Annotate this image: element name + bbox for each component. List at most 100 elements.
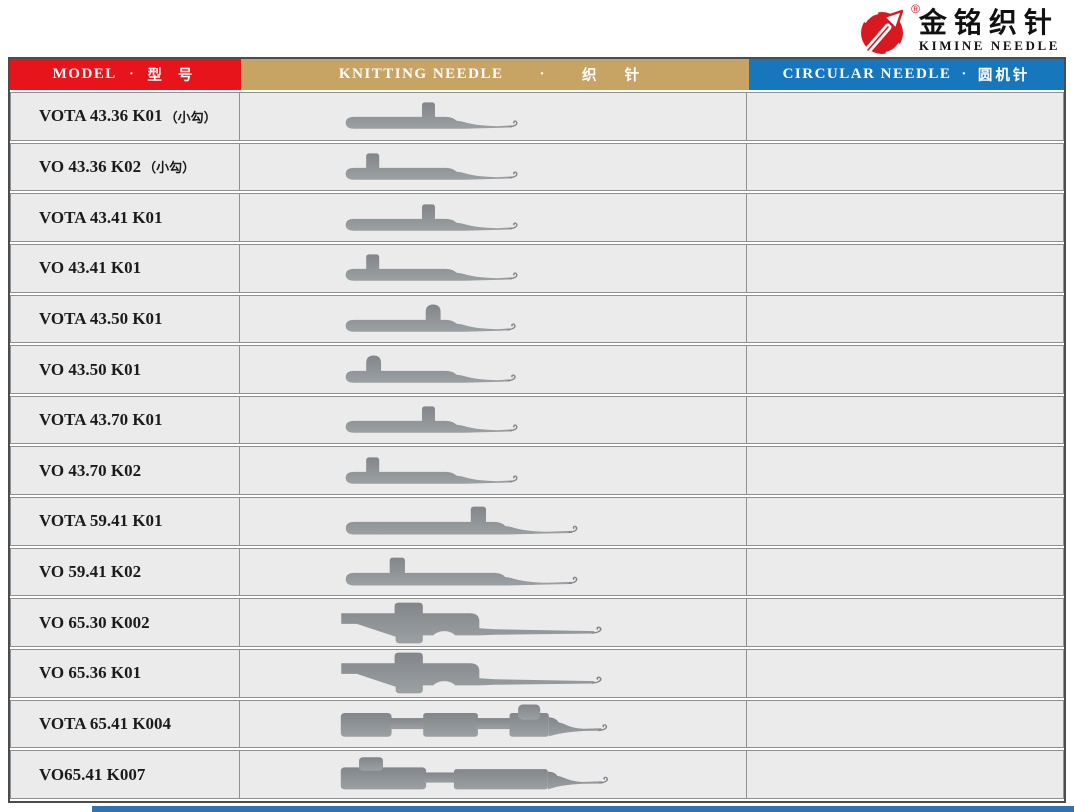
header-model-dot: · — [128, 66, 136, 82]
model-name: VOTA 65.41 K004 — [39, 714, 172, 733]
model-cell: VOTA 59.41 K01 — [11, 498, 240, 545]
table-row: VO 43.70 K02 — [10, 446, 1064, 496]
brand-name-english: KIMINE NEEDLE — [918, 38, 1060, 53]
circular-needle-cell — [747, 650, 1063, 697]
knitting-needle-cell — [240, 498, 747, 545]
model-cell: VO 59.41 K02 — [11, 548, 240, 596]
header-model-en: MODEL — [52, 66, 117, 82]
circular-needle-cell — [747, 751, 1063, 798]
needle-silhouette — [345, 153, 518, 180]
model-name: VO 43.70 K02 — [39, 460, 142, 480]
circular-needle-cell — [747, 498, 1063, 545]
knitting-needle-cell — [240, 93, 747, 140]
table-row: VO 43.50 K01 — [10, 345, 1064, 394]
header-knitting-dot: · — [539, 66, 547, 82]
needle-silhouette — [345, 102, 518, 130]
needle-silhouette — [340, 704, 608, 737]
model-name: VOTA 43.50 K01 — [39, 308, 163, 328]
circular-needle-cell — [747, 296, 1063, 343]
needle-silhouette — [340, 756, 608, 790]
model-note: （小勾） — [164, 109, 217, 125]
table-row: VOTA 43.41 K01 — [10, 193, 1064, 242]
needle-catalog-table: MODEL · 型 号 KNITTING NEEDLE · 织 针 CIRCUL… — [8, 57, 1066, 803]
table-row: VOTA 65.41 K004 — [10, 699, 1064, 749]
needle-silhouette — [345, 254, 518, 281]
model-cell: VO 43.70 K02 — [11, 447, 240, 495]
knitting-needle-cell — [240, 295, 747, 343]
circular-needle-cell — [747, 447, 1063, 494]
header-circular-needle-column: CIRCULAR NEEDLE · 圆机针 — [749, 59, 1064, 90]
model-name: VO 65.36 K01 — [39, 663, 142, 683]
header-circular-dot: · — [961, 66, 968, 82]
model-cell: VO 43.41 K01 — [11, 244, 240, 292]
needle-silhouette — [345, 457, 518, 484]
header-knitting-needle-column: KNITTING NEEDLE · 织 针 — [241, 59, 749, 90]
brand-logo: ® 金铭织针 KIMINE NEEDLE — [857, 2, 1060, 57]
model-note: （小勾） — [143, 160, 196, 176]
table-row: VO 43.36 K02 （小勾） — [10, 142, 1064, 192]
table-body: VOTA 43.36 K01 （小勾） VO 43.36 K02 （小勾） VOTA 4… — [10, 90, 1064, 801]
knitting-needle-cell — [240, 599, 747, 647]
circular-needle-cell — [747, 549, 1063, 596]
brand-logo-text: 金铭织针 KIMINE NEEDLE — [919, 8, 1060, 54]
needle-silhouette — [345, 507, 578, 535]
circular-needle-cell — [747, 599, 1063, 646]
circular-needle-cell — [747, 245, 1063, 292]
model-cell: VO 65.36 K01 — [11, 650, 240, 697]
model-cell: VOTA 43.70 K01 — [11, 396, 240, 444]
knitting-needle-cell — [240, 194, 747, 241]
model-cell: VOTA 43.36 K01 （小勾） — [11, 93, 240, 140]
table-row: VOTA 43.70 K01 — [10, 395, 1064, 445]
knitting-needle-cell — [240, 244, 747, 292]
circular-needle-cell — [747, 144, 1063, 191]
table-row: VO 59.41 K02 — [10, 547, 1064, 597]
header-circular-en: CIRCULAR NEEDLE — [782, 66, 952, 82]
brand-logo-icon: ® — [857, 2, 920, 57]
model-name: VO 65.30 K002 — [39, 612, 150, 632]
table-row: VOTA 43.36 K01 （小勾） — [10, 92, 1064, 141]
knitting-needle-cell — [240, 447, 747, 495]
model-cell: VO 43.50 K01 — [11, 346, 240, 393]
needle-silhouette — [345, 203, 518, 231]
model-cell: VO 65.30 K002 — [11, 599, 240, 647]
model-name: VO65.41 K007 — [39, 764, 146, 784]
circular-needle-cell — [747, 701, 1063, 748]
model-cell: VOTA 65.41 K004 — [11, 700, 240, 748]
header-model-column: MODEL · 型 号 — [10, 59, 241, 90]
registered-trademark-symbol: ® — [911, 2, 920, 16]
model-name: VOTA 59.41 K01 — [39, 511, 163, 531]
table-row: VOTA 43.50 K01 — [10, 294, 1064, 344]
circular-needle-cell — [747, 346, 1063, 393]
needle-silhouette — [341, 653, 602, 694]
model-name: VO 43.36 K02 — [39, 156, 142, 176]
needle-silhouette — [341, 602, 602, 644]
table-row: VOTA 59.41 K01 — [10, 497, 1064, 546]
circular-needle-cell — [747, 194, 1063, 241]
model-cell: VOTA 43.41 K01 — [11, 194, 240, 241]
needle-silhouette — [345, 304, 516, 332]
model-name: VO 43.41 K01 — [39, 258, 142, 278]
table-row: VO 43.41 K01 — [10, 243, 1064, 293]
header-knitting-cn: 织 针 — [582, 68, 652, 84]
table-header-row: MODEL · 型 号 KNITTING NEEDLE · 织 针 CIRCUL… — [10, 59, 1064, 90]
header-model-cn: 型 号 — [147, 68, 199, 84]
knitting-needle-cell — [240, 700, 747, 748]
knitting-needle-cell — [240, 396, 747, 444]
knitting-needle-cell — [240, 346, 747, 393]
model-name: VO 59.41 K02 — [39, 562, 142, 582]
needle-silhouette — [345, 406, 518, 433]
table-row: VO 65.30 K002 — [10, 598, 1064, 648]
circular-needle-cell — [747, 93, 1063, 140]
needle-silhouette — [345, 557, 578, 586]
knitting-needle-cell — [240, 751, 747, 798]
model-name: VOTA 43.70 K01 — [39, 410, 163, 430]
knitting-needle-cell — [240, 650, 747, 697]
circular-needle-cell — [747, 397, 1063, 444]
model-cell: VO 43.36 K02 （小勾） — [11, 143, 240, 191]
knitting-needle-cell — [240, 143, 747, 191]
header-circular-cn: 圆机针 — [977, 68, 1031, 84]
header-knitting-en: KNITTING NEEDLE — [338, 66, 504, 82]
table-row: VO 65.36 K01 — [10, 649, 1064, 698]
knitting-needle-cell — [240, 548, 747, 596]
